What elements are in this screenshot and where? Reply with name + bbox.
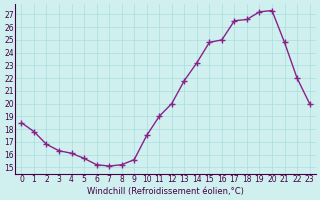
X-axis label: Windchill (Refroidissement éolien,°C): Windchill (Refroidissement éolien,°C) [87, 187, 244, 196]
